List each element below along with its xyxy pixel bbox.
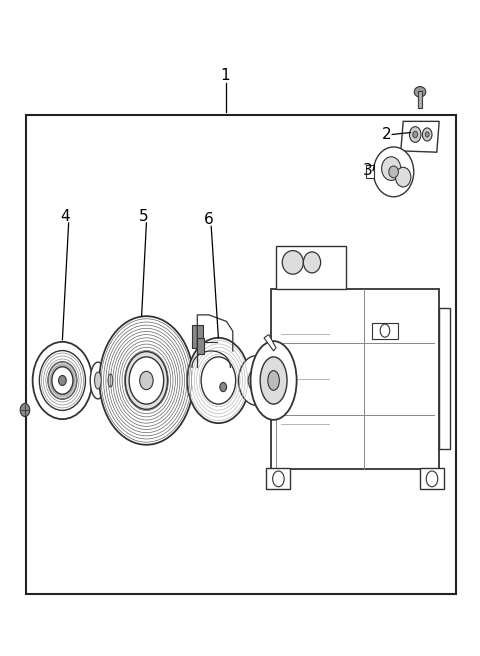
- Bar: [372, 323, 398, 339]
- Text: 5: 5: [139, 209, 149, 224]
- Ellipse shape: [282, 251, 303, 274]
- Bar: [271, 289, 439, 469]
- Polygon shape: [366, 165, 374, 178]
- Text: 6: 6: [204, 213, 214, 227]
- Polygon shape: [264, 335, 276, 351]
- Ellipse shape: [239, 356, 275, 405]
- Text: 4: 4: [60, 209, 70, 224]
- Polygon shape: [401, 121, 439, 152]
- Ellipse shape: [409, 127, 421, 142]
- Bar: [192, 325, 203, 348]
- Ellipse shape: [104, 366, 117, 395]
- Ellipse shape: [125, 352, 168, 409]
- Bar: [420, 468, 444, 489]
- Ellipse shape: [422, 128, 432, 141]
- Ellipse shape: [129, 357, 164, 404]
- Bar: [418, 91, 422, 108]
- Ellipse shape: [95, 372, 101, 389]
- Ellipse shape: [187, 338, 250, 423]
- Ellipse shape: [396, 167, 411, 187]
- Bar: [26, 115, 456, 594]
- Ellipse shape: [414, 87, 426, 97]
- Ellipse shape: [59, 375, 66, 386]
- Ellipse shape: [33, 342, 92, 419]
- Bar: [266, 468, 290, 489]
- Ellipse shape: [389, 166, 398, 178]
- Ellipse shape: [248, 369, 265, 392]
- Ellipse shape: [373, 147, 414, 197]
- Ellipse shape: [413, 131, 418, 138]
- Bar: [439, 308, 450, 449]
- Ellipse shape: [108, 374, 113, 387]
- Text: 1: 1: [221, 68, 230, 83]
- Ellipse shape: [52, 367, 73, 394]
- Ellipse shape: [90, 362, 106, 399]
- Ellipse shape: [268, 371, 279, 390]
- Ellipse shape: [382, 157, 401, 180]
- Bar: [197, 338, 204, 354]
- Bar: [276, 246, 346, 289]
- Ellipse shape: [260, 357, 287, 404]
- Ellipse shape: [48, 362, 77, 399]
- Ellipse shape: [251, 341, 297, 420]
- Text: 2: 2: [382, 127, 391, 142]
- Ellipse shape: [303, 252, 321, 273]
- Ellipse shape: [20, 403, 30, 417]
- Text: 3: 3: [362, 163, 372, 178]
- Ellipse shape: [425, 132, 429, 137]
- Ellipse shape: [201, 357, 236, 404]
- Ellipse shape: [99, 316, 193, 445]
- Ellipse shape: [220, 382, 227, 392]
- Ellipse shape: [140, 371, 153, 390]
